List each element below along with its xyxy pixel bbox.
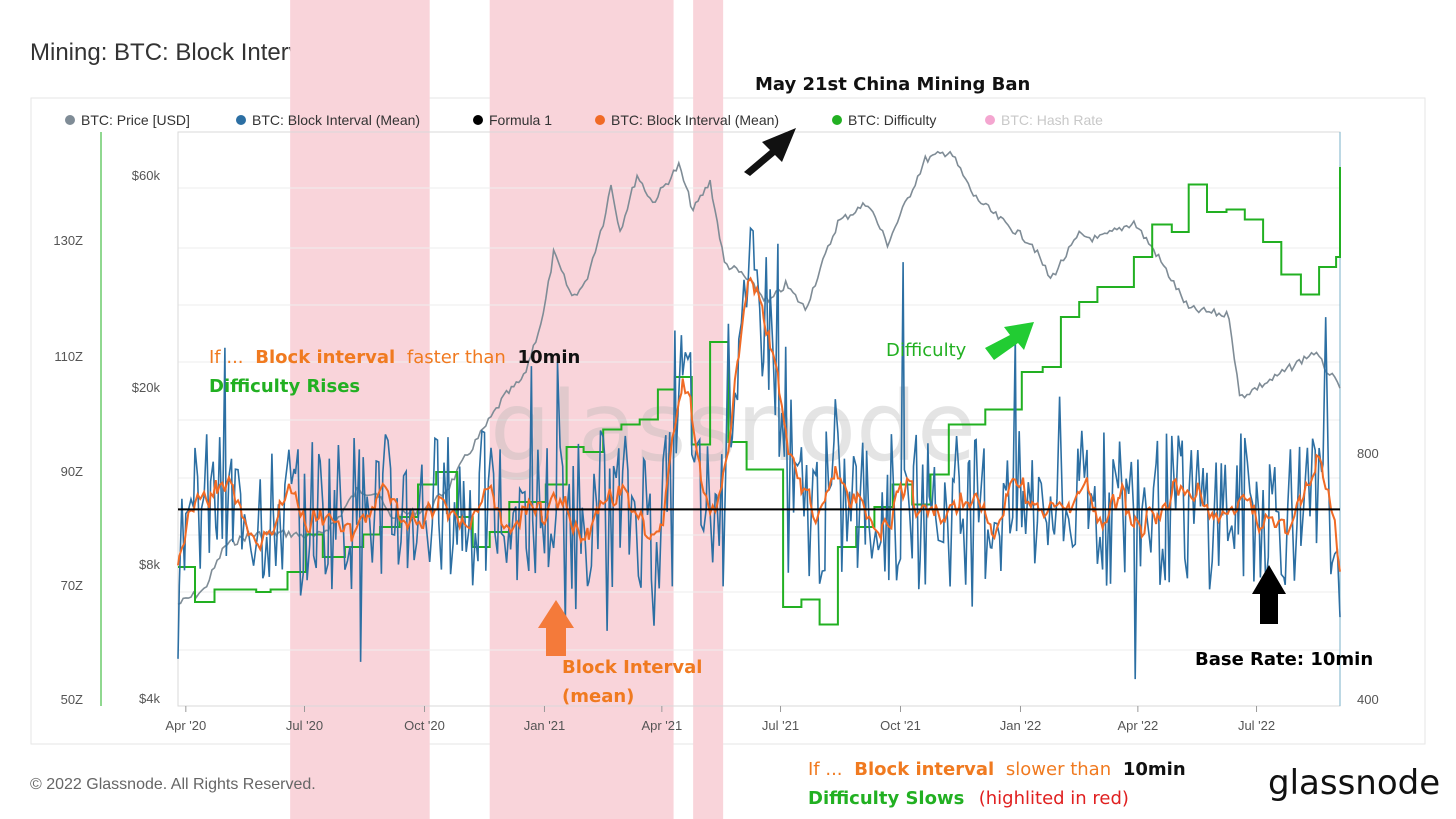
slows-if: If ... [808, 759, 843, 780]
rises-annotation: If ... Block interval faster than 10min [209, 347, 580, 368]
difficulty-tick: 90Z [61, 464, 83, 479]
ban-annotation: May 21st China Mining Ban [755, 74, 1030, 95]
difficulty-tick: 70Z [61, 578, 83, 593]
ban-arrow-icon [744, 128, 796, 176]
x-tick-label: Jan '22 [1000, 718, 1042, 733]
chart-panel [30, 97, 1426, 745]
legend-label-2: BTC: Block Interval (Mean) [252, 112, 420, 128]
rises-10min: 10min [518, 347, 581, 368]
base-rate-arrow-icon [1252, 565, 1286, 624]
legend-label-3: Formula 1 [489, 112, 552, 128]
legend-swatch-3 [473, 115, 483, 125]
legend-label-1: BTC: Price [USD] [81, 112, 190, 128]
slows-annotation: If ... Block interval slower than 10min [808, 759, 1186, 780]
difficulty-arrow-icon [985, 322, 1034, 360]
rises-block-interval: Block interval [255, 347, 395, 368]
legend-swatch-5 [832, 115, 842, 125]
legend-swatch-2 [236, 115, 246, 125]
series-group [177, 150, 1341, 680]
block-interval-mean: (mean) [562, 686, 634, 707]
highlight-band-2 [489, 0, 674, 819]
legend-label-6: BTC: Hash Rate [1001, 112, 1103, 128]
copyright: © 2022 Glassnode. All Rights Reserved. [30, 776, 316, 793]
slows-line2: Difficulty Slows [808, 788, 964, 809]
block-interval-avg-series [177, 276, 1341, 572]
price-tick: $60k [132, 168, 161, 183]
x-tick-label: Oct '20 [404, 718, 445, 733]
slows-note: (highlited in red) [979, 788, 1129, 809]
base-rate-label: Base Rate: 10min [1195, 649, 1373, 670]
rises-if: If ... [209, 347, 244, 368]
rises-faster: faster than [407, 347, 506, 368]
x-tick-label: Jan '21 [524, 718, 566, 733]
legend-swatch-6 [985, 115, 995, 125]
slows-slower: slower than [1006, 759, 1111, 780]
price-tick: $8k [139, 557, 160, 572]
legend-swatch-1 [65, 115, 75, 125]
x-tick-label: Apr '20 [165, 718, 206, 733]
x-tick-label: Apr '21 [641, 718, 682, 733]
axis-ticks: $60k $20k $8k $4k 130Z 110Z 90Z 70Z 50Z 800 400 [53, 168, 1378, 707]
x-tick-label: Oct '21 [880, 718, 921, 733]
interval-tick: 400 [1357, 692, 1379, 707]
block-interval-label: Block Interval [562, 657, 702, 678]
interval-arrow-icon [538, 600, 574, 656]
x-tick-label: Jul '22 [1238, 718, 1275, 733]
slows-block-interval: Block interval [854, 759, 994, 780]
difficulty-tick: 130Z [53, 233, 83, 248]
difficulty-tick: 110Z [54, 349, 83, 364]
rises-line2: Difficulty Rises [209, 376, 360, 397]
difficulty-label: Difficulty [886, 340, 967, 361]
legend: BTC: Price [USD] BTC: Block Interval (Mea… [65, 112, 1103, 128]
interval-tick: 800 [1357, 446, 1379, 461]
highlight-band-1 [290, 0, 430, 819]
slows-line2-group: Difficulty Slows (highlited in red) [808, 788, 1129, 809]
x-tick-label: Jul '20 [286, 718, 323, 733]
slows-10min: 10min [1123, 759, 1186, 780]
legend-label-5: BTC: Difficulty [848, 112, 936, 128]
x-axis-ticks: Apr '20 Jul '20 Oct '20 Jan '21 Apr '21 Jul '… [165, 706, 1275, 733]
block-interval-series [177, 226, 1341, 680]
glassnode-logo: glassnode [1268, 763, 1440, 803]
x-tick-label: Apr '22 [1117, 718, 1158, 733]
difficulty-tick: 50Z [61, 692, 83, 707]
x-tick-label: Jul '21 [762, 718, 799, 733]
highlight-band-3 [693, 0, 724, 819]
legend-swatch-4 [595, 115, 605, 125]
legend-label-4: BTC: Block Interval (Mean) [611, 112, 779, 128]
gridlines [178, 187, 1340, 651]
price-tick: $4k [139, 691, 160, 706]
price-tick: $20k [132, 380, 161, 395]
highlight-bands [290, 0, 724, 819]
